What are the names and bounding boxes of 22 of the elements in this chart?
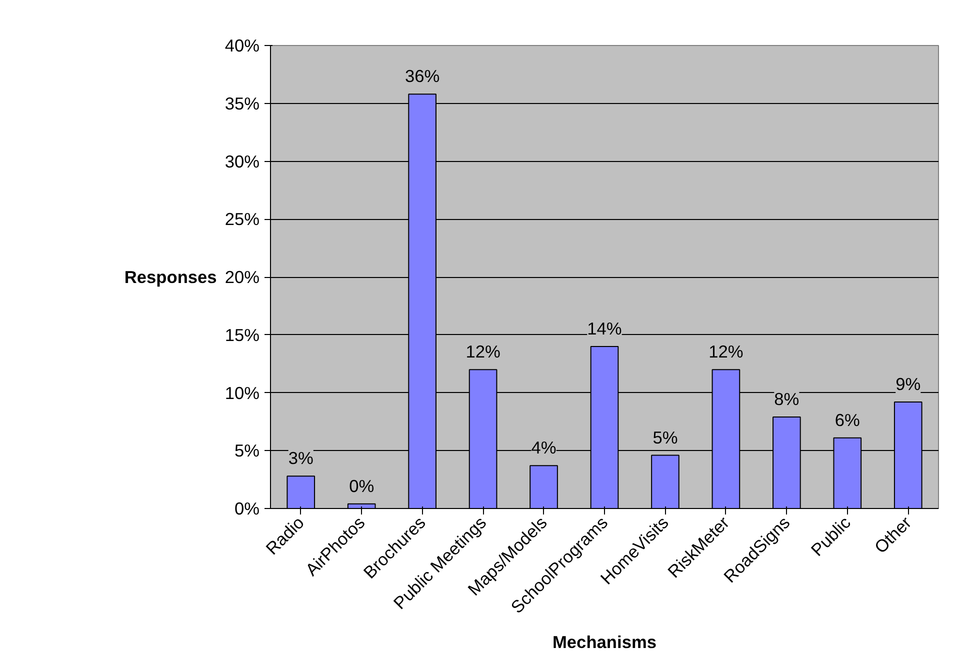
data-label: 12% [466, 342, 500, 362]
y-tick-label: 5% [234, 440, 260, 461]
data-label: 5% [652, 427, 678, 448]
data-label: 9% [896, 374, 921, 394]
data-label: 8% [774, 389, 800, 410]
y-tick-label: 10% [224, 382, 260, 403]
y-tick-label: 15% [224, 324, 260, 345]
data-label: 0% [349, 476, 374, 496]
data-label: 36% [404, 66, 440, 86]
y-tick-label: 30% [224, 151, 260, 172]
y-axis-title: Responses [124, 267, 217, 287]
data-label: 3% [288, 448, 314, 468]
data-label: 6% [834, 410, 860, 430]
y-tick-label: 35% [224, 93, 260, 114]
y-tick-label: 25% [224, 209, 260, 230]
y-tick-label: 20% [224, 267, 260, 287]
y-tick-label: 40% [224, 36, 260, 56]
data-label: 4% [531, 438, 556, 458]
y-tick-label: 0% [234, 498, 260, 518]
data-label: 12% [708, 342, 744, 362]
x-axis-title: Mechanisms [552, 632, 657, 652]
data-label: 14% [587, 318, 622, 338]
